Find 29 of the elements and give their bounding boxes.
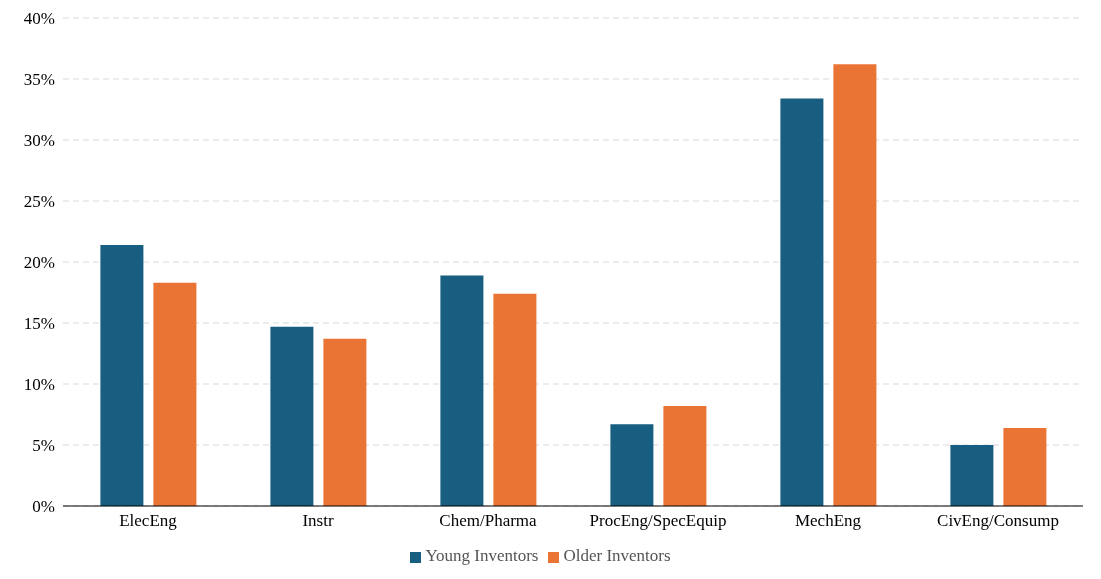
legend-label: Young Inventors [425, 546, 539, 565]
x-tick-label: ElecEng [119, 511, 178, 531]
x-tick-label: ProcEng/SpecEquip [589, 511, 727, 531]
y-tick-label: 10% [23, 375, 55, 395]
bar [323, 338, 367, 506]
x-tick-label: MechEng [794, 511, 862, 531]
x-tick-label: Instr [302, 511, 334, 531]
y-tick-label: 40% [23, 9, 55, 29]
bar [833, 64, 877, 506]
y-tick-label: 20% [23, 253, 55, 273]
bar [1003, 427, 1047, 506]
y-tick-label: 30% [23, 131, 55, 151]
bar [270, 326, 314, 506]
x-tick-label: CivEng/Consump [937, 511, 1059, 531]
bar [100, 244, 144, 506]
y-tick-label: 5% [32, 436, 55, 456]
y-tick-label: 0% [32, 497, 55, 517]
bar [610, 424, 654, 506]
x-tick-label: Chem/Pharma [439, 511, 538, 531]
bar [153, 282, 197, 506]
bar [493, 293, 537, 506]
legend-label: Older Inventors [563, 546, 671, 565]
bar [780, 98, 824, 506]
bar [440, 275, 484, 506]
y-tick-label: 25% [23, 192, 55, 212]
bar [663, 405, 707, 506]
y-tick-label: 15% [23, 314, 55, 334]
bar [950, 445, 994, 506]
y-tick-label: 35% [23, 70, 55, 90]
